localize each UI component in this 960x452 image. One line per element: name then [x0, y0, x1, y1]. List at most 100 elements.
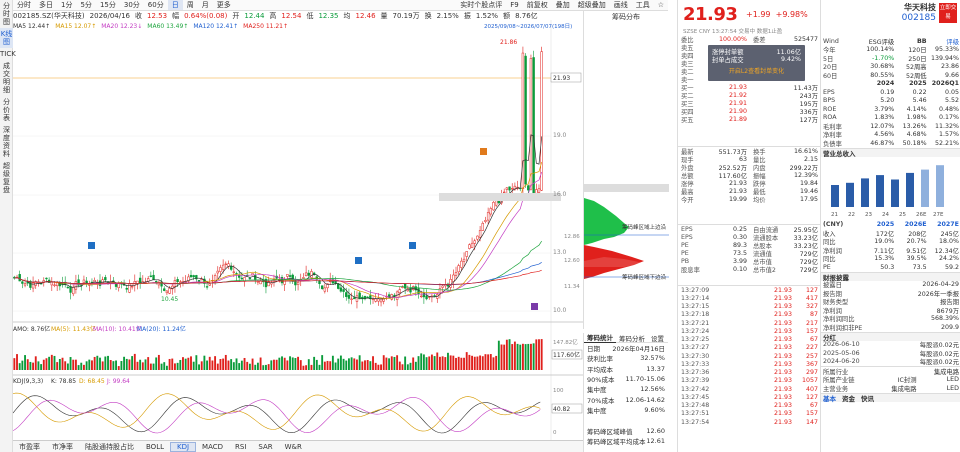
- tab-timeshare[interactable]: 分时: [17, 1, 31, 9]
- tab-5min[interactable]: 5分: [80, 1, 92, 9]
- tools-button[interactable]: 工具: [635, 1, 650, 9]
- tick-volume: 127: [805, 286, 818, 294]
- nav-depth[interactable]: 深度资料: [3, 126, 10, 158]
- nav-deals[interactable]: 成交明细: [3, 62, 10, 94]
- tab-macd[interactable]: MACD: [202, 442, 224, 451]
- tab-sar[interactable]: SAR: [258, 442, 273, 451]
- tab-funds[interactable]: 资金: [842, 394, 855, 403]
- fin-cell: IC封测: [897, 377, 917, 385]
- rating-link[interactable]: 评级: [946, 38, 959, 46]
- tab-60min[interactable]: 60分: [147, 1, 164, 9]
- tab-day[interactable]: 日: [167, 0, 183, 10]
- tick-price: 21.93: [773, 418, 792, 426]
- tab-pb[interactable]: 市净率: [52, 442, 73, 451]
- volume-bar: [104, 356, 107, 370]
- candle-body: [452, 274, 455, 282]
- tab-boll[interactable]: BOLL: [146, 442, 164, 451]
- nav-price-table[interactable]: 分价表: [3, 98, 10, 122]
- fin-cell: PE: [823, 263, 831, 271]
- super-overlay-button[interactable]: 超级叠加: [577, 1, 606, 9]
- volume-bar: [238, 363, 241, 370]
- candle-body: [457, 265, 460, 273]
- tab-rsi[interactable]: RSI: [235, 442, 247, 451]
- nav-replay[interactable]: 超级复盘: [3, 162, 10, 194]
- volume-bar: [463, 357, 465, 370]
- quote-row: 卖二: [678, 67, 821, 76]
- f9-button[interactable]: F9: [510, 1, 519, 9]
- fin-cell: 1.98%: [906, 114, 927, 122]
- vol-value: 70.19万: [392, 12, 420, 20]
- chip-1260: 12.60: [564, 258, 580, 264]
- volume-bar: [107, 355, 109, 370]
- revenue-x-label: 21: [831, 212, 838, 218]
- candle-body: [529, 58, 533, 190]
- adjust-button[interactable]: 前复权: [526, 1, 548, 9]
- fin-cell: 2024-06-20: [823, 358, 860, 366]
- candle-body: [138, 277, 142, 284]
- chip-stat-row: 集中度 12.56%: [584, 384, 668, 394]
- quote-row: 卖三: [678, 59, 821, 68]
- candle-body: [449, 279, 452, 288]
- tab-pe[interactable]: 市盈率: [19, 442, 40, 451]
- tick-price: 21.93: [773, 286, 792, 294]
- volume-bar: [366, 360, 369, 370]
- fin-cell: BPS: [823, 97, 836, 105]
- nav-tick[interactable]: TICK: [0, 50, 16, 58]
- quote-label2: 总股本: [753, 242, 772, 250]
- tab-kdj[interactable]: KDJ: [170, 441, 197, 452]
- tab-month[interactable]: 月: [201, 1, 209, 9]
- volume-bar: [222, 358, 225, 370]
- tick-price: 21.93: [773, 402, 792, 410]
- tab-1min[interactable]: 1分: [61, 1, 73, 9]
- volume-bar: [433, 356, 436, 370]
- tab-30min[interactable]: 30分: [123, 1, 140, 9]
- nav-timeshare[interactable]: 分时图: [3, 2, 10, 26]
- volume-bar: [294, 358, 297, 370]
- tab-wr[interactable]: W&R: [284, 442, 302, 451]
- tab-multiday[interactable]: 多日: [39, 1, 53, 9]
- revenue-x-label: 27E: [933, 212, 944, 218]
- ma-line: [14, 269, 542, 285]
- wind-label: Wind: [823, 37, 839, 45]
- kdj-line: [12, 392, 541, 432]
- fin-cell: 568.39%: [930, 315, 959, 323]
- tick-time: 13:27:21: [681, 319, 710, 327]
- quote-value: 21.92: [728, 92, 747, 100]
- tab-more[interactable]: 更多: [216, 1, 231, 9]
- tab-basic[interactable]: 基本: [823, 394, 836, 403]
- stock-comment-button[interactable]: 实时个股点评: [460, 1, 503, 9]
- kline-chart[interactable]: 21.86 10.45 2025/09/08~2026/07/07(198日) …: [12, 20, 583, 452]
- tab-week[interactable]: 周: [186, 1, 194, 9]
- nav-kline[interactable]: K线图: [0, 28, 13, 48]
- chip-distribution[interactable]: 筹码分布 筹码峰区域上边沿 筹码峰区域下边沿 12.86 12.60 11.34: [564, 11, 669, 329]
- quote-row: 股息率 0.10 总市值2 729亿: [678, 265, 821, 274]
- overlay-button[interactable]: 叠加: [555, 1, 570, 9]
- star-icon[interactable]: ☆: [657, 1, 664, 9]
- volume-bar: [430, 354, 433, 370]
- volume-bar: [248, 363, 251, 370]
- volume-bar: [310, 364, 313, 370]
- tab-chip-settings[interactable]: 设置: [651, 334, 664, 343]
- open-label: 开: [232, 12, 240, 20]
- fin-cell: 2026年一季报: [917, 290, 959, 298]
- candle-body: [350, 298, 353, 300]
- tab-chip-stats[interactable]: 筹码统计: [584, 332, 616, 343]
- tick-volume: 157: [805, 410, 818, 418]
- open-l2-button[interactable]: 开启L2查看封单变化: [728, 67, 785, 75]
- rev-title[interactable]: 营业总收入: [823, 149, 856, 158]
- volume-bar: [396, 355, 399, 370]
- fin-cell: 净利率: [823, 132, 842, 140]
- draw-button[interactable]: 画线: [613, 1, 628, 9]
- quote-row: 委比 100.00% 委差 525477: [678, 35, 821, 44]
- tab-news[interactable]: 快讯: [861, 394, 874, 403]
- tab-chip-analysis[interactable]: 筹码分析: [619, 334, 645, 343]
- tab-northbound[interactable]: 陆股通持股占比: [85, 442, 134, 451]
- fin-cell: 11.32%: [934, 122, 959, 130]
- volume-bar: [452, 355, 455, 370]
- fin-row: 60日 80.55% 52周低 9.66: [821, 71, 960, 80]
- trade-now-button[interactable]: 立即交易: [939, 3, 957, 23]
- fin-row: 2026-06-10 每股派0.02元: [821, 341, 960, 349]
- volume-bar: [278, 357, 281, 370]
- volume-bar: [465, 352, 468, 370]
- tab-15min[interactable]: 15分: [99, 1, 116, 9]
